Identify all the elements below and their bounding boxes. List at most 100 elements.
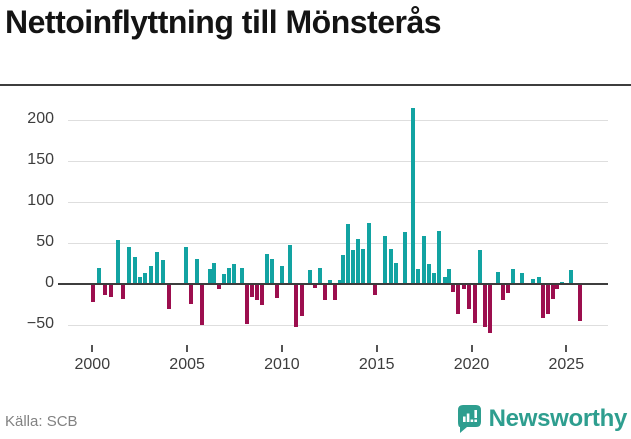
bar-negative bbox=[577, 284, 582, 321]
zero-axis-line bbox=[58, 283, 608, 285]
bar-positive bbox=[568, 270, 573, 284]
x-axis-tick bbox=[470, 345, 473, 352]
bar-positive bbox=[154, 252, 159, 284]
x-axis-tick-label: 2015 bbox=[358, 356, 395, 373]
bar-positive bbox=[97, 267, 102, 284]
bar-positive bbox=[477, 249, 482, 284]
chart-title: Nettoinflyttning till Mönsterås bbox=[5, 4, 442, 40]
bar-negative bbox=[555, 284, 560, 289]
bar-negative bbox=[483, 284, 488, 328]
bar-positive bbox=[436, 230, 441, 284]
bar-positive bbox=[265, 254, 270, 284]
bar-positive bbox=[393, 262, 398, 284]
bar-positive bbox=[232, 264, 237, 284]
bar-negative bbox=[275, 284, 280, 298]
newsworthy-wordmark: Newsworthy bbox=[488, 404, 628, 432]
bar-negative bbox=[312, 284, 317, 289]
bar-positive bbox=[317, 268, 322, 284]
y-axis-tick-label: 100 bbox=[27, 192, 54, 209]
bar-positive bbox=[416, 269, 421, 284]
x-axis-tick-label: 2010 bbox=[264, 356, 300, 373]
bar-negative bbox=[103, 284, 108, 296]
x-axis-tick-label: 2025 bbox=[548, 356, 585, 373]
bar-positive bbox=[133, 256, 138, 284]
bar-positive bbox=[382, 235, 387, 284]
bar-negative bbox=[200, 284, 205, 325]
net-migration-bar-chart: 200 150 100 50 0 −50 2000 2005 2010 2015 2020 2025 bbox=[26, 107, 608, 373]
bar-negative bbox=[255, 284, 260, 301]
bar-positive bbox=[388, 248, 393, 284]
bar-positive bbox=[337, 279, 342, 284]
bar-negative bbox=[487, 284, 492, 334]
bar-negative bbox=[91, 284, 96, 303]
x-axis-tick-label: 2020 bbox=[453, 356, 490, 373]
title-divider bbox=[0, 84, 631, 86]
x-axis-tick bbox=[375, 345, 378, 352]
bar-positive bbox=[531, 279, 536, 284]
bar-positive bbox=[148, 265, 153, 284]
bar-positive bbox=[442, 277, 447, 284]
x-axis-tick-label: 2000 bbox=[74, 356, 111, 373]
bar-negative bbox=[260, 284, 265, 306]
bar-negative bbox=[466, 284, 471, 309]
bar-positive bbox=[239, 268, 244, 284]
bar-negative bbox=[500, 284, 505, 300]
newsworthy-logo: Newsworthy bbox=[456, 403, 627, 434]
y-axis-tick-label: 150 bbox=[27, 151, 54, 168]
y-axis-tick-label: −50 bbox=[26, 315, 54, 332]
bar-positive bbox=[411, 107, 416, 284]
bar-positive bbox=[279, 265, 284, 284]
bar-positive bbox=[536, 276, 541, 284]
bar-positive bbox=[495, 271, 500, 284]
bar-positive bbox=[183, 247, 188, 284]
bar-negative bbox=[546, 284, 551, 314]
bar-positive bbox=[421, 235, 426, 284]
x-axis-tick bbox=[186, 345, 189, 352]
bar-negative bbox=[450, 284, 455, 293]
bar-positive bbox=[511, 269, 516, 284]
gridline bbox=[68, 324, 608, 326]
bar-positive bbox=[137, 276, 142, 284]
bar-negative bbox=[109, 284, 114, 298]
gridline bbox=[68, 160, 608, 162]
bar-negative bbox=[505, 284, 510, 294]
bar-negative bbox=[189, 284, 194, 304]
gridline bbox=[68, 119, 608, 121]
bar-positive bbox=[446, 269, 451, 284]
bar-positive bbox=[367, 222, 372, 284]
bar-positive bbox=[142, 272, 147, 284]
gridline bbox=[68, 201, 608, 203]
bar-negative bbox=[541, 284, 546, 319]
y-axis-tick-label: 0 bbox=[45, 274, 54, 291]
gridline bbox=[68, 242, 608, 244]
bar-positive bbox=[431, 272, 436, 284]
bar-negative bbox=[245, 284, 250, 325]
bar-positive bbox=[227, 267, 231, 284]
bar-positive bbox=[307, 270, 312, 284]
bar-negative bbox=[550, 284, 555, 299]
bar-positive bbox=[115, 239, 120, 284]
bar-negative bbox=[299, 284, 304, 316]
bar-positive bbox=[127, 247, 132, 284]
bar-positive bbox=[341, 255, 346, 284]
bar-positive bbox=[208, 269, 213, 284]
bar-negative bbox=[472, 284, 477, 324]
bar-positive bbox=[194, 258, 199, 284]
bar-positive bbox=[402, 232, 407, 284]
bar-positive bbox=[361, 248, 366, 284]
bar-positive bbox=[356, 238, 361, 284]
source-label: Källa: SCB bbox=[5, 413, 78, 430]
bar-positive bbox=[160, 260, 165, 284]
x-axis-tick bbox=[280, 345, 283, 352]
bar-negative bbox=[166, 284, 171, 309]
bar-negative bbox=[121, 284, 126, 299]
bar-positive bbox=[222, 274, 227, 284]
bar-positive bbox=[212, 262, 217, 284]
bar-negative bbox=[216, 284, 221, 289]
bar-positive bbox=[560, 281, 565, 284]
bar-negative bbox=[455, 284, 460, 314]
x-axis-tick bbox=[565, 345, 568, 352]
bar-positive bbox=[327, 279, 332, 284]
y-axis-tick-label: 50 bbox=[36, 233, 54, 250]
